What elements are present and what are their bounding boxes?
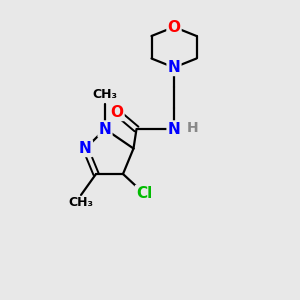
Text: CH₃: CH₃	[92, 88, 118, 100]
Text: H: H	[187, 122, 198, 135]
Text: O: O	[110, 105, 124, 120]
Text: N: N	[79, 141, 92, 156]
Text: CH₃: CH₃	[68, 196, 94, 209]
Text: Cl: Cl	[136, 186, 152, 201]
Text: N: N	[168, 60, 180, 75]
Text: N: N	[168, 122, 180, 136]
Text: N: N	[99, 122, 111, 136]
Text: O: O	[167, 20, 181, 34]
